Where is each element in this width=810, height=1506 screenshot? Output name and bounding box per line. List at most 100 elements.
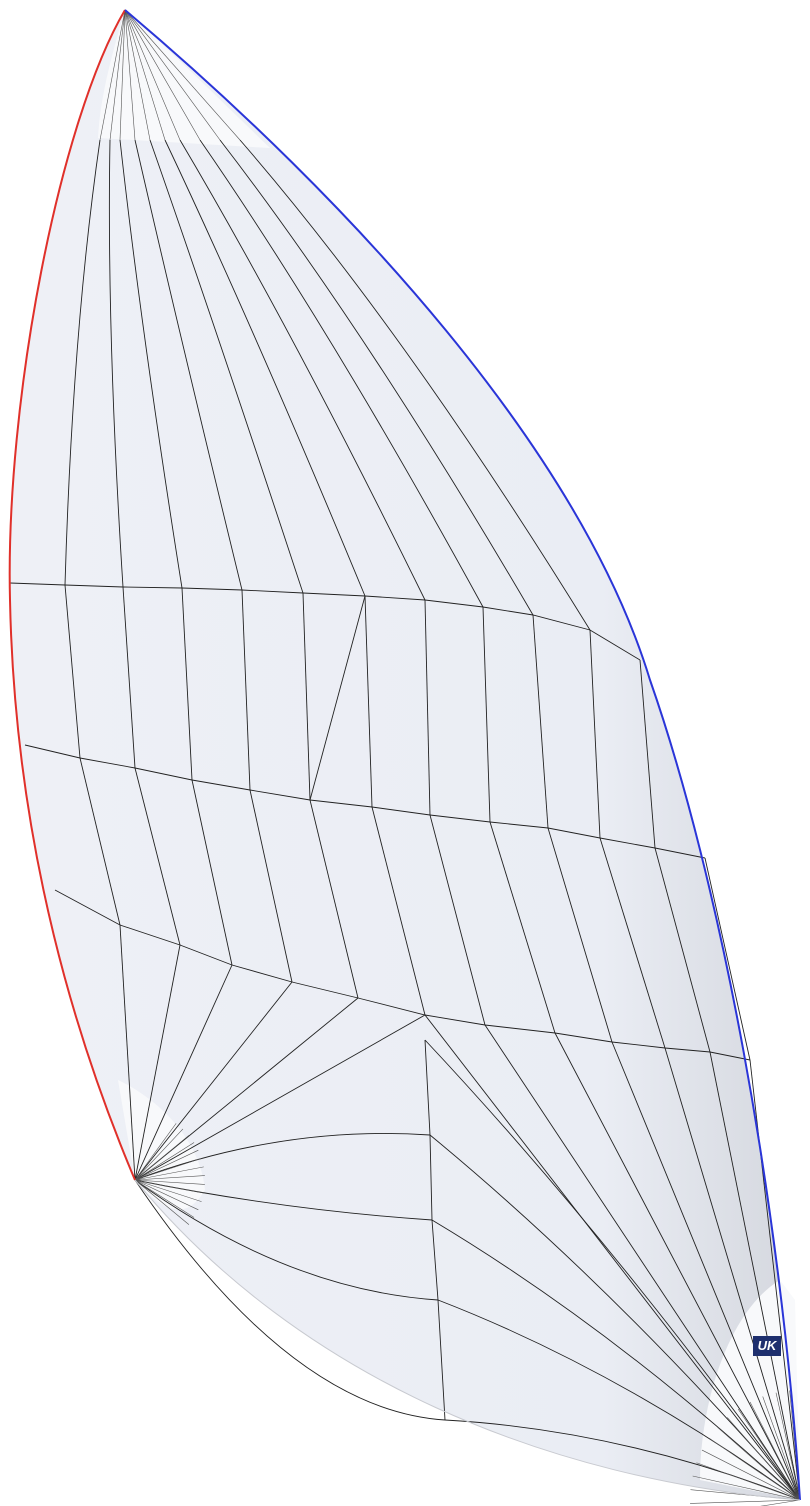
tack-fan-line bbox=[134, 1158, 202, 1181]
panel-seam bbox=[108, 139, 124, 588]
panel-seam bbox=[429, 814, 486, 1026]
head-patch bbox=[98, 10, 270, 148]
panel-seam bbox=[639, 659, 656, 849]
panel-seam bbox=[134, 767, 181, 946]
panel-seam bbox=[64, 139, 101, 586]
panel-seam bbox=[482, 606, 491, 823]
clew-fan-line bbox=[690, 1499, 801, 1504]
panel-seam bbox=[164, 139, 366, 597]
leech-edge bbox=[124, 9, 801, 1501]
clew-fan-line bbox=[727, 1417, 801, 1501]
clew-fan-line bbox=[749, 1401, 801, 1501]
tack-fan-line bbox=[134, 1175, 205, 1181]
tack-fan-line bbox=[134, 1179, 199, 1211]
tack-fan-line bbox=[134, 1179, 205, 1185]
panel-seam bbox=[119, 139, 183, 589]
head-fan-line bbox=[124, 9, 136, 141]
tack-fan-line bbox=[134, 1179, 202, 1202]
panel-seam bbox=[64, 584, 81, 759]
luff-edge bbox=[8, 9, 136, 1181]
panel-seam bbox=[424, 599, 431, 816]
tack-seam bbox=[134, 1014, 426, 1181]
head-fan-line bbox=[124, 9, 181, 141]
head-fan-line bbox=[124, 9, 201, 141]
clew-seam bbox=[611, 1041, 801, 1501]
panel-seam bbox=[532, 614, 549, 829]
tack-seam bbox=[134, 1179, 446, 1421]
panel-seam bbox=[309, 595, 366, 801]
tack-seam bbox=[134, 1133, 431, 1181]
panel-seam bbox=[371, 806, 426, 1016]
tack-fan-line bbox=[134, 1179, 195, 1218]
panel-seam bbox=[181, 587, 193, 781]
clew-fan-line bbox=[762, 1396, 801, 1501]
panel-seam bbox=[134, 139, 243, 591]
clew-fan-line bbox=[692, 1475, 801, 1501]
tack-fan-line bbox=[134, 1142, 195, 1181]
sail-body bbox=[9, 10, 800, 1500]
panel-seam bbox=[239, 139, 591, 631]
clew-fan-line bbox=[708, 1437, 801, 1501]
tack-seam bbox=[134, 981, 293, 1181]
panel-seam bbox=[302, 592, 311, 801]
tack-seam bbox=[134, 964, 233, 1181]
head-fan-line bbox=[124, 9, 151, 141]
clew-fan-line bbox=[701, 1449, 801, 1501]
clew-seam bbox=[424, 1014, 801, 1501]
head-fan-line bbox=[124, 9, 221, 141]
tack-seam bbox=[119, 924, 136, 1181]
panel-seam bbox=[179, 139, 426, 601]
foot-edge bbox=[134, 1179, 801, 1501]
tack-seam bbox=[134, 997, 359, 1181]
panel-seam bbox=[79, 757, 121, 926]
clew-seam bbox=[554, 1032, 801, 1501]
tack-fan-line bbox=[134, 1128, 184, 1181]
panel-seam bbox=[309, 799, 359, 999]
panel-seam bbox=[599, 837, 666, 1049]
tack-seam bbox=[134, 944, 181, 1181]
panel-seam bbox=[219, 139, 534, 616]
tack-fan-line bbox=[134, 1123, 177, 1181]
clew-patch bbox=[700, 1280, 800, 1500]
clew-fan-line bbox=[696, 1462, 801, 1501]
panel-seam bbox=[191, 779, 233, 966]
panel-seam bbox=[654, 847, 711, 1053]
panel-lines bbox=[9, 9, 801, 1506]
clew-seam bbox=[664, 1047, 801, 1501]
head-fan-line bbox=[99, 9, 126, 141]
panel-seam bbox=[547, 827, 613, 1043]
clew-seam bbox=[424, 1039, 801, 1501]
logo-text: UK bbox=[758, 1338, 778, 1353]
head-fan-line bbox=[124, 9, 241, 141]
panel-seam bbox=[364, 595, 373, 808]
panel-seam bbox=[489, 821, 556, 1034]
tack-fan-line bbox=[134, 1166, 204, 1181]
clew-fan-line bbox=[760, 1499, 801, 1506]
tack-fan-line bbox=[134, 1179, 190, 1225]
head-fan-line bbox=[124, 9, 166, 141]
clew-fan-line bbox=[737, 1408, 801, 1501]
clew-fan-line bbox=[775, 1392, 801, 1501]
tack-fan-line bbox=[134, 1149, 199, 1181]
clew-fan-line bbox=[717, 1427, 801, 1501]
tack-seam bbox=[134, 1179, 439, 1301]
clew-seam bbox=[444, 1419, 801, 1501]
clew-seam bbox=[709, 1051, 801, 1501]
panel-seam bbox=[199, 139, 484, 608]
clew-seam bbox=[484, 1024, 801, 1501]
head-fan-line bbox=[109, 9, 126, 141]
horizontal-seam bbox=[9, 582, 641, 661]
panel-seam bbox=[589, 629, 601, 839]
clew-seam bbox=[437, 1299, 801, 1501]
panel-seam bbox=[122, 586, 136, 769]
tack-fan-line bbox=[134, 1135, 190, 1181]
head-fan-line bbox=[119, 9, 126, 141]
panel-seam bbox=[249, 789, 293, 983]
clew-seam bbox=[431, 1219, 801, 1501]
logo-box bbox=[753, 1336, 781, 1356]
panel-seam bbox=[241, 589, 251, 791]
panel-seam bbox=[149, 139, 304, 594]
tack-fan-line bbox=[134, 1179, 204, 1194]
